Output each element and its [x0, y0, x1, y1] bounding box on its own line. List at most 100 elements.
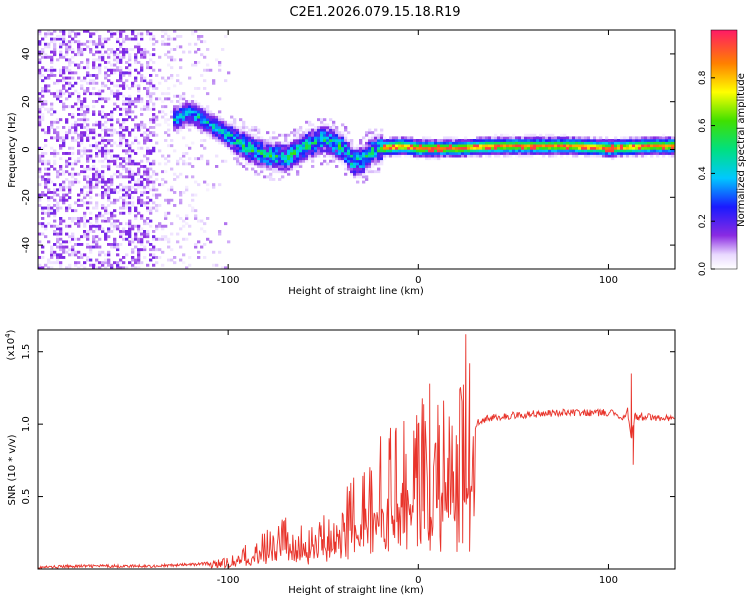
spectrogram-cell — [227, 146, 231, 150]
spectrogram-cell — [158, 193, 162, 197]
spectrogram-cell — [128, 157, 132, 161]
spectrogram-cell — [293, 154, 297, 158]
spectrogram-cell — [368, 167, 372, 171]
spectrogram-cell — [395, 146, 399, 150]
spectrogram-cell — [194, 193, 198, 197]
spectrogram-cell — [116, 97, 120, 101]
spectrogram-cell — [344, 149, 348, 153]
spectrogram-cell — [194, 209, 198, 213]
spectrogram-cell — [152, 133, 156, 137]
spectrogram-cell — [185, 217, 189, 220]
spectrogram-cell — [134, 214, 138, 218]
spectrogram-cell — [338, 131, 342, 135]
spectrogram-cell — [65, 53, 69, 57]
spectrogram-cell — [71, 48, 75, 51]
spectrogram-cell — [158, 237, 162, 241]
spectrogram-cell — [377, 152, 381, 155]
spectrogram-cell — [56, 37, 60, 41]
spectrogram-cell — [368, 128, 372, 132]
spectrogram-cell — [176, 162, 180, 166]
spectrogram-cell — [176, 35, 180, 38]
spectrogram-cell — [62, 180, 66, 184]
spectrogram-cell — [611, 152, 615, 155]
spectrogram-cell — [236, 149, 240, 153]
spectrogram-cell — [194, 63, 198, 67]
spectrogram-cell — [545, 152, 549, 155]
spectrogram-cell — [665, 141, 669, 145]
spectrogram-cell — [65, 162, 69, 166]
spectrogram-cell — [92, 266, 96, 269]
spectrogram-cell — [563, 149, 567, 153]
spectrogram-cell — [155, 256, 159, 259]
spectrogram-cell — [83, 175, 87, 179]
spectrogram-cell — [62, 201, 66, 205]
spectrogram-cell — [311, 139, 315, 142]
spectrogram-cell — [101, 141, 105, 145]
spectrogram-cell — [140, 123, 144, 127]
spectrogram-cell — [116, 92, 120, 96]
spectrogram-cell — [128, 94, 132, 98]
spectrogram-cell — [599, 146, 603, 150]
spectrogram-cell — [596, 141, 600, 145]
spectrogram-cell — [326, 133, 330, 137]
spectrogram-cell — [80, 123, 84, 127]
spectrogram-cell — [173, 110, 177, 114]
spectrogram-cell — [128, 193, 132, 197]
spectrogram-cell — [206, 159, 210, 163]
spectrogram-cell — [470, 146, 474, 150]
spectrogram-cell — [215, 115, 219, 119]
spectrogram-cell — [422, 136, 426, 140]
spectrogram-cell — [659, 139, 663, 142]
spectrogram-cell — [140, 198, 144, 202]
spectrogram-cell — [278, 152, 282, 155]
spectrogram-cell — [353, 146, 357, 150]
spectrogram-cell — [95, 146, 99, 150]
spectrogram-cell — [251, 159, 255, 163]
spectrogram-cell — [191, 110, 195, 114]
spectrogram-cell — [179, 66, 183, 70]
spectrogram-cell — [260, 162, 264, 166]
colorbar-label: Normalized spectral amplitude — [736, 73, 747, 227]
spectrogram-cell — [122, 136, 126, 140]
spectrogram-cell — [344, 139, 348, 142]
spectrogram-cell — [311, 157, 315, 161]
spectrogram-cell — [137, 227, 141, 231]
spectrogram-cell — [287, 146, 291, 150]
spectrogram-cell — [47, 55, 51, 59]
spectrogram-cell — [44, 84, 48, 88]
spectrogram-cell — [584, 154, 588, 158]
spectrogram-cell — [425, 149, 429, 153]
spectrogram-cell — [458, 144, 462, 148]
spectrogram-cell — [200, 40, 204, 44]
spectrogram-cell — [107, 79, 111, 83]
spectrogram-cell — [182, 92, 186, 96]
spectrogram-cell — [194, 157, 198, 161]
spectrogram-cell — [80, 198, 84, 202]
spectrogram-cell — [65, 193, 69, 197]
spectrogram-cell — [308, 120, 312, 124]
spectrogram-cell — [299, 162, 303, 166]
spectrogram-cell — [47, 89, 51, 93]
spectrogram-cell — [140, 126, 144, 129]
spectrogram-cell — [326, 162, 330, 166]
spectrogram-cell — [119, 131, 123, 135]
spectrogram-cell — [89, 79, 93, 83]
spectrogram-cell — [101, 45, 105, 49]
spectrogram-cell — [302, 136, 306, 140]
spectrogram-cell — [89, 230, 93, 233]
spectrogram-cell — [668, 154, 672, 158]
spectrogram-cell — [110, 191, 114, 194]
spectrogram-cell — [257, 149, 261, 153]
spectrogram-cell — [305, 152, 309, 155]
spectrogram-cell — [137, 50, 141, 54]
spectrogram-cell — [353, 159, 357, 163]
spectrogram-cell — [50, 123, 54, 127]
spectrogram-cell — [632, 149, 636, 153]
spectrogram-cell — [479, 136, 483, 140]
spectrogram-cell — [95, 154, 99, 158]
spectrogram-cell — [644, 154, 648, 158]
spectrogram-cell — [95, 66, 99, 70]
spectrogram-cell — [638, 146, 642, 150]
spectrogram-cell — [113, 188, 117, 192]
spectrogram-cell — [95, 50, 99, 54]
